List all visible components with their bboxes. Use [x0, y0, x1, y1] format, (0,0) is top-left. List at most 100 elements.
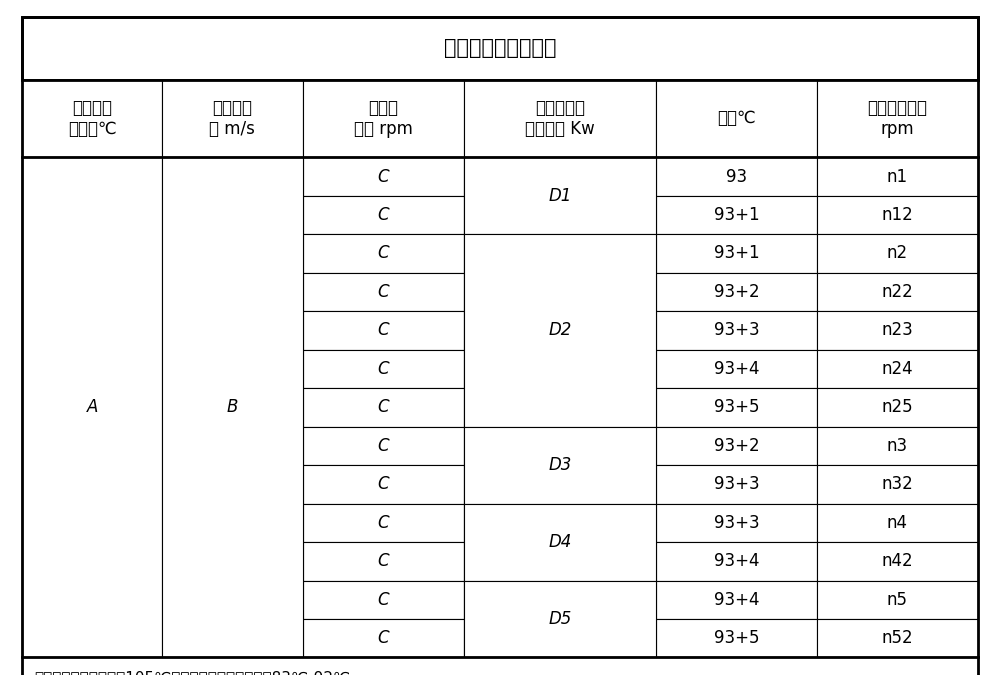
Text: n32: n32 [882, 475, 913, 493]
Bar [464, 580, 656, 619]
Bar [464, 311, 656, 350]
Text: n5: n5 [887, 591, 908, 609]
Text: 风扇精标数据记录表: 风扇精标数据记录表 [444, 38, 556, 58]
Bar [464, 504, 656, 580]
Bar [22, 427, 162, 465]
Text: n1: n1 [887, 167, 908, 186]
Text: C: C [377, 475, 389, 493]
Bar [817, 80, 978, 157]
Bar [656, 619, 817, 657]
Text: A: A [86, 398, 98, 416]
Bar [162, 311, 303, 350]
Text: 最低风扇转速
rpm: 最低风扇转速 rpm [867, 99, 927, 138]
Bar [22, 234, 162, 273]
Bar [464, 427, 656, 504]
Bar [464, 273, 656, 311]
Bar [464, 157, 656, 196]
Bar [656, 80, 817, 157]
Text: 93+4: 93+4 [714, 591, 759, 609]
Bar [22, 350, 162, 388]
Bar [22, 311, 162, 350]
Bar [303, 542, 464, 580]
Bar [656, 157, 817, 196]
Text: 93+4: 93+4 [714, 360, 759, 378]
Bar [464, 465, 656, 504]
Bar [22, 388, 162, 427]
Bar [162, 619, 303, 657]
Text: C: C [377, 591, 389, 609]
Bar [22, 157, 162, 657]
Text: n12: n12 [882, 206, 913, 224]
Text: B: B [227, 398, 238, 416]
Text: n52: n52 [882, 629, 913, 647]
Text: n25: n25 [882, 398, 913, 416]
Bar [817, 388, 978, 427]
Bar [656, 234, 817, 273]
Text: 93+1: 93+1 [714, 206, 759, 224]
Text: 发动机最高许用温度：105℃；节温器开启温度范围：83℃-92℃: 发动机最高许用温度：105℃；节温器开启温度范围：83℃-92℃ [34, 670, 350, 675]
Bar [656, 427, 817, 465]
Bar [162, 273, 303, 311]
Bar [22, 17, 978, 80]
Bar [817, 504, 978, 542]
Bar [303, 388, 464, 427]
Text: 93+3: 93+3 [714, 321, 759, 340]
Text: 93+2: 93+2 [714, 283, 759, 301]
Text: D3: D3 [548, 456, 571, 474]
Bar [464, 157, 656, 234]
Bar [817, 196, 978, 234]
Bar [656, 580, 817, 619]
Bar [464, 196, 656, 234]
Bar [464, 234, 656, 427]
Bar [162, 234, 303, 273]
Bar [817, 542, 978, 580]
Bar [22, 157, 162, 196]
Bar [22, 580, 162, 619]
Text: 发动机
转速 rpm: 发动机 转速 rpm [354, 99, 413, 138]
Bar [817, 580, 978, 619]
Text: C: C [377, 552, 389, 570]
Bar [162, 580, 303, 619]
Bar [656, 542, 817, 580]
Bar [656, 196, 817, 234]
Bar [817, 234, 978, 273]
Bar [162, 504, 303, 542]
Bar [817, 273, 978, 311]
Text: n2: n2 [887, 244, 908, 263]
Bar [303, 196, 464, 234]
Text: 93+2: 93+2 [714, 437, 759, 455]
Bar [656, 273, 817, 311]
Bar [303, 465, 464, 504]
Bar [22, 465, 162, 504]
Text: C: C [377, 167, 389, 186]
Bar [656, 350, 817, 388]
Bar [22, 273, 162, 311]
Bar [22, 80, 162, 157]
Bar [162, 465, 303, 504]
Bar [303, 427, 464, 465]
Text: 93: 93 [726, 167, 747, 186]
Bar [162, 350, 303, 388]
Text: n22: n22 [882, 283, 913, 301]
Text: 前面罩风
速 m/s: 前面罩风 速 m/s [209, 99, 255, 138]
Bar [656, 388, 817, 427]
Bar [22, 657, 978, 675]
Text: C: C [377, 360, 389, 378]
Bar [464, 542, 656, 580]
Bar [817, 427, 978, 465]
Text: D5: D5 [548, 610, 571, 628]
Bar [464, 80, 656, 157]
Bar [464, 388, 656, 427]
Text: C: C [377, 437, 389, 455]
Text: 93+5: 93+5 [714, 629, 759, 647]
Bar [162, 157, 303, 196]
Bar [656, 465, 817, 504]
Bar [162, 427, 303, 465]
Bar [303, 157, 464, 196]
Bar [303, 619, 464, 657]
Bar [817, 465, 978, 504]
Bar [162, 542, 303, 580]
Bar [303, 234, 464, 273]
Text: C: C [377, 283, 389, 301]
Bar [162, 157, 303, 657]
